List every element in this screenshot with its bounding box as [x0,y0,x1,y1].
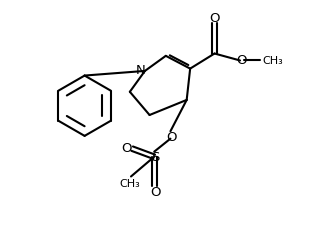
Text: N: N [136,63,146,76]
Text: CH₃: CH₃ [262,56,283,66]
Text: O: O [236,54,246,67]
Text: O: O [150,185,161,198]
Text: O: O [166,130,177,143]
Text: CH₃: CH₃ [119,178,140,188]
Text: O: O [121,141,132,154]
Text: S: S [151,151,160,164]
Text: O: O [209,12,220,25]
